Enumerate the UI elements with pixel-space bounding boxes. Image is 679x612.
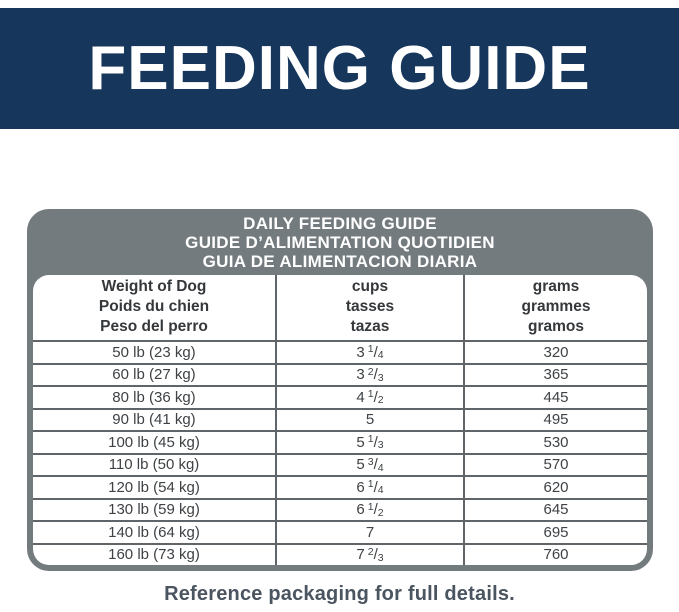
cups-fraction: 2/3 xyxy=(367,365,384,384)
page-title: FEEDING GUIDE xyxy=(88,34,591,103)
grams-cell: 570 xyxy=(463,454,647,475)
card-title: DAILY FEEDING GUIDE GUIDE D’ALIMENTATION… xyxy=(33,209,647,275)
table-row: 160 lb (73 kg) 7 2/3 760 xyxy=(33,542,647,565)
column-header-cups-es: tazas xyxy=(350,318,390,335)
weight-cell: 110 lb (50 kg) xyxy=(108,456,200,474)
cups-cell: 7 xyxy=(275,522,463,543)
column-header-cups-fr: tasses xyxy=(345,298,395,315)
cups-cell: 7 2/3 xyxy=(275,544,463,565)
weight-cell: 160 lb (73 kg) xyxy=(108,546,200,564)
cups-cell: 5 xyxy=(275,409,463,430)
weight-cell: 90 lb (41 kg) xyxy=(112,411,196,429)
table-row: 60 lb (27 kg) 3 2/3 365 xyxy=(33,362,647,385)
weight-cell: 130 lb (59 kg) xyxy=(108,501,200,519)
grams-cell: 620 xyxy=(463,477,647,498)
feeding-guide-banner: FEEDING GUIDE xyxy=(0,8,679,129)
table-rows: 50 lb (23 kg) 3 1/4 320 60 lb (27 kg) 3 2/3 3… xyxy=(33,340,647,565)
cups-cell: 5 3/4 xyxy=(275,454,463,475)
table-row: 80 lb (36 kg) 4 1/2 445 xyxy=(33,385,647,408)
cups-fraction: 2/3 xyxy=(367,545,384,564)
weight-cell: 100 lb (45 kg) xyxy=(108,433,200,451)
table-row: 140 lb (64 kg) 7 695 xyxy=(33,520,647,543)
cups-fraction: 3/4 xyxy=(367,455,384,474)
table-row: 120 lb (54 kg) 6 1/4 620 xyxy=(33,475,647,498)
grams-cell: 365 xyxy=(463,364,647,385)
weight-cell: 140 lb (64 kg) xyxy=(108,523,200,541)
column-header-weight-en: Weight of Dog xyxy=(101,278,207,295)
card-title-line-es: GUIA DE ALIMENTACION DIARIA xyxy=(202,252,478,271)
table-row: 130 lb (59 kg) 6 1/2 645 xyxy=(33,497,647,520)
column-header-grams-es: gramos xyxy=(528,318,584,335)
cups-fraction: 1/2 xyxy=(367,500,384,519)
weight-cell: 80 lb (36 kg) xyxy=(112,388,196,406)
footer-note: Reference packaging for full details. xyxy=(164,583,515,605)
card-title-line-fr: GUIDE D’ALIMENTATION QUOTIDIEN xyxy=(185,233,495,252)
grams-cell: 495 xyxy=(463,409,647,430)
column-header-grams-fr: grammes xyxy=(521,298,591,315)
cups-fraction: 1/4 xyxy=(367,343,384,362)
grams-cell: 645 xyxy=(463,499,647,520)
column-header-weight-es: Peso del perro xyxy=(100,318,208,335)
cups-cell: 5 1/3 xyxy=(275,432,463,453)
column-header-weight: Weight of Dog Poids du chien Peso del pe… xyxy=(33,275,275,340)
cups-cell: 6 1/4 xyxy=(275,477,463,498)
column-header-cups: cups tasses tazas xyxy=(275,275,463,340)
table-row: 100 lb (45 kg) 5 1/3 530 xyxy=(33,430,647,453)
table-row: 50 lb (23 kg) 3 1/4 320 xyxy=(33,340,647,363)
table-row: 110 lb (50 kg) 5 3/4 570 xyxy=(33,452,647,475)
weight-cell: 60 lb (27 kg) xyxy=(112,366,196,384)
weight-cell: 120 lb (54 kg) xyxy=(108,478,200,496)
feeding-table: Weight of Dog Poids du chien Peso del pe… xyxy=(33,275,647,565)
cups-fraction: 1/3 xyxy=(367,433,384,452)
cups-cell: 3 2/3 xyxy=(275,364,463,385)
grams-cell: 695 xyxy=(463,522,647,543)
cups-fraction: 1/4 xyxy=(367,478,384,497)
grams-cell: 320 xyxy=(463,342,647,363)
cups-cell: 3 1/4 xyxy=(275,342,463,363)
weight-cell: 50 lb (23 kg) xyxy=(112,343,196,361)
grams-cell: 760 xyxy=(463,544,647,565)
cups-cell: 6 1/2 xyxy=(275,499,463,520)
column-header-row: Weight of Dog Poids du chien Peso del pe… xyxy=(33,275,647,340)
daily-feeding-guide-card: DAILY FEEDING GUIDE GUIDE D’ALIMENTATION… xyxy=(27,209,653,571)
column-header-grams-en: grams xyxy=(532,278,580,295)
cups-cell: 4 1/2 xyxy=(275,387,463,408)
card-title-line-en: DAILY FEEDING GUIDE xyxy=(243,214,437,233)
grams-cell: 530 xyxy=(463,432,647,453)
column-header-grams: grams grammes gramos xyxy=(463,275,647,340)
table-row: 90 lb (41 kg) 5 495 xyxy=(33,407,647,430)
grams-cell: 445 xyxy=(463,387,647,408)
column-header-weight-fr: Poids du chien xyxy=(98,298,210,315)
column-header-cups-en: cups xyxy=(351,278,389,295)
cups-fraction: 1/2 xyxy=(367,388,384,407)
